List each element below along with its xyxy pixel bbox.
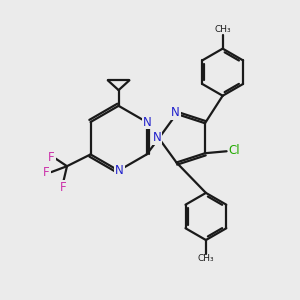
Text: N: N — [171, 106, 180, 119]
Text: N: N — [152, 131, 161, 144]
Text: F: F — [43, 166, 50, 178]
Text: N: N — [115, 164, 124, 177]
Text: CH₃: CH₃ — [198, 254, 214, 263]
Text: F: F — [60, 181, 66, 194]
Text: F: F — [48, 151, 55, 164]
Text: CH₃: CH₃ — [214, 26, 231, 34]
Text: Cl: Cl — [229, 144, 240, 157]
Text: N: N — [143, 116, 152, 128]
